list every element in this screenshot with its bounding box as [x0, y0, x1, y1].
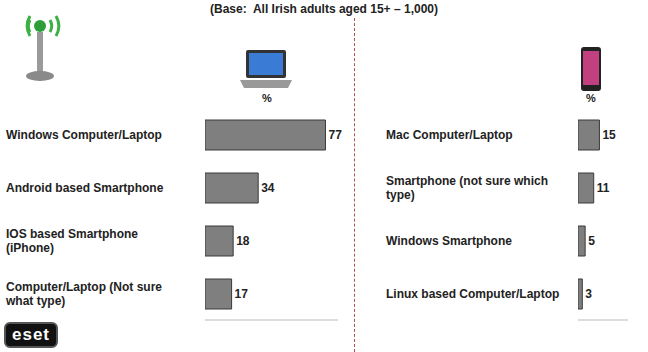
- svg-text:Smartphone (not sure whichtype: Smartphone (not sure whichtype): [386, 174, 548, 202]
- svg-text:Android based Smartphone: Android based Smartphone: [6, 181, 164, 195]
- svg-text:Windows Computer/Laptop: Windows Computer/Laptop: [6, 128, 162, 142]
- svg-text:IOS based Smartphone(iPhone): IOS based Smartphone(iPhone): [6, 227, 138, 255]
- svg-text:15: 15: [602, 128, 616, 142]
- html-text:(Base: All Irish adults aged 1: (Base: All Irish adults aged 15+ – 1,000…: [210, 2, 438, 16]
- svg-text:17: 17: [235, 287, 249, 301]
- svg-text:Mac Computer/Laptop: Mac Computer/Laptop: [386, 128, 513, 142]
- svg-text:18: 18: [236, 234, 250, 248]
- svg-text:Windows Smartphone: Windows Smartphone: [386, 234, 512, 248]
- svg-text:Linux based Computer/Laptop: Linux based Computer/Laptop: [386, 287, 559, 301]
- svg-text:11: 11: [597, 181, 610, 195]
- svg-text:77: 77: [328, 128, 342, 142]
- html-text:eset: eset: [12, 325, 50, 344]
- svg-text:34: 34: [261, 181, 275, 195]
- svg-text:3: 3: [585, 287, 592, 301]
- svg-text:Computer/Laptop (Not surewhat: Computer/Laptop (Not surewhat type): [5, 280, 162, 308]
- svg-text:5: 5: [588, 234, 595, 248]
